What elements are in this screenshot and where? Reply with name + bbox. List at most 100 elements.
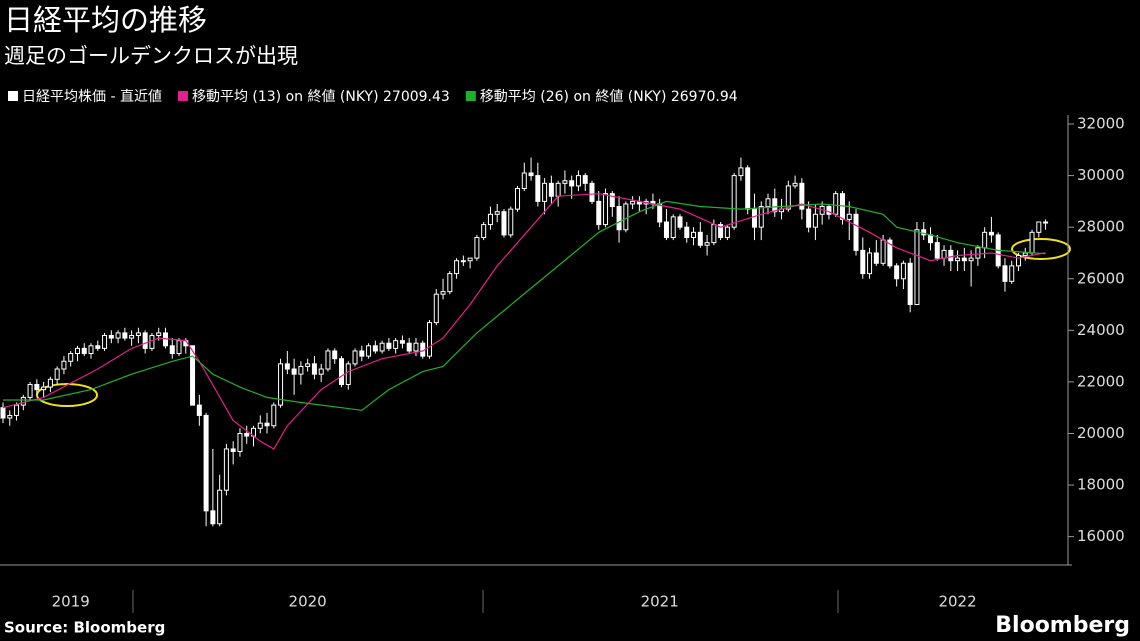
candle-body <box>1036 221 1042 233</box>
y-tick-label: 16000 <box>1077 527 1125 545</box>
candle-body <box>697 231 703 246</box>
candle-body <box>298 365 304 375</box>
candle-body <box>609 193 615 208</box>
candle-body <box>663 221 669 238</box>
candle-body <box>569 180 575 187</box>
y-tick-label: 30000 <box>1077 166 1125 184</box>
candle-body <box>427 322 433 357</box>
candle-body <box>399 340 405 344</box>
candle-body <box>217 489 223 525</box>
candle-body <box>745 167 751 210</box>
candle-body <box>833 193 839 215</box>
moving-average-line <box>2 193 1046 450</box>
candle-body <box>88 345 94 355</box>
candle-body <box>142 332 148 349</box>
candle-body <box>562 180 568 184</box>
candle-body <box>278 363 284 406</box>
candle-body <box>758 206 764 228</box>
candle-body <box>589 182 595 202</box>
candle-body <box>975 247 981 259</box>
candle-body <box>196 404 202 416</box>
candle-body <box>826 206 832 215</box>
candle-body <box>812 213 818 228</box>
candle-body <box>345 363 351 385</box>
candle-body <box>271 404 277 427</box>
candle-body <box>339 358 344 385</box>
candle-body <box>102 334 108 349</box>
candle-body <box>1029 231 1035 254</box>
candle-body <box>359 350 365 357</box>
legend-label: 移動平均 (13) on 終値 (NKY) 27009.43 <box>192 89 450 105</box>
candle-body <box>657 203 663 223</box>
y-tick-label: 26000 <box>1077 269 1125 287</box>
candle-body <box>244 432 250 437</box>
candle-body <box>542 182 548 202</box>
candle-body <box>210 510 216 525</box>
candle-body <box>582 175 588 184</box>
candle-body <box>887 239 893 267</box>
candle-body <box>413 342 419 352</box>
candle-body <box>68 353 74 362</box>
legend-swatch <box>8 91 18 101</box>
candle-body <box>176 340 182 355</box>
candle-body <box>7 414 13 419</box>
candle-body <box>630 200 636 205</box>
candle-body <box>846 213 852 220</box>
candle-body <box>623 203 629 231</box>
candle-body <box>318 368 324 375</box>
candle-body <box>460 260 466 263</box>
candle-body <box>501 211 507 236</box>
chart-subtitle: 週足のゴールデンクロスが出現 <box>4 44 298 68</box>
candle-body <box>894 265 900 280</box>
candle-body <box>968 257 974 262</box>
candle-body <box>156 332 162 336</box>
candle-body <box>1002 265 1008 282</box>
candle-body <box>1043 221 1049 224</box>
candle-body <box>0 407 6 419</box>
candle-body <box>223 448 229 491</box>
candle-body <box>406 342 412 352</box>
candle-body <box>927 234 933 244</box>
candle-body <box>264 422 270 427</box>
candle-body <box>508 208 514 236</box>
candle-body <box>325 350 331 370</box>
candle-body <box>47 378 53 388</box>
candle-body <box>785 185 791 210</box>
candle-body <box>528 172 534 177</box>
candle-body <box>257 422 263 429</box>
candle-body <box>616 206 622 231</box>
highlight <box>36 383 98 407</box>
candle-body <box>433 293 439 324</box>
candle-body <box>305 363 311 367</box>
candle-body <box>521 172 527 189</box>
candle-body <box>474 236 480 259</box>
moving-average-line <box>3 200 1046 411</box>
y-tick-label: 20000 <box>1077 424 1125 442</box>
candle-body <box>603 193 609 226</box>
candle-body <box>860 249 866 275</box>
candle-body <box>711 224 717 244</box>
candle-body <box>20 396 26 406</box>
candle-body <box>596 200 602 226</box>
candle-body <box>941 249 947 259</box>
candle-body <box>284 363 290 370</box>
candle-body <box>751 208 757 228</box>
legend-swatch <box>465 91 476 101</box>
candle-body <box>149 334 155 349</box>
candle-body <box>237 432 243 453</box>
candle-body <box>440 291 446 295</box>
logo: Bloomberg <box>995 613 1130 638</box>
candle-body <box>74 347 80 355</box>
candle-body <box>311 363 317 375</box>
candle-body <box>81 347 87 355</box>
candle-body <box>115 332 121 339</box>
legend: 日経平均株価 - 直近値 移動平均 (13) on 終値 (NKY) 27009.… <box>8 88 738 105</box>
legend-label: 移動平均 (26) on 終値 (NKY) 26970.94 <box>480 89 738 105</box>
y-tick-label: 32000 <box>1077 115 1125 133</box>
candle-body <box>61 360 67 370</box>
candle-body <box>393 340 399 349</box>
y-tick-label: 18000 <box>1077 476 1125 494</box>
candle-body <box>914 229 920 306</box>
candle-body <box>454 260 460 275</box>
